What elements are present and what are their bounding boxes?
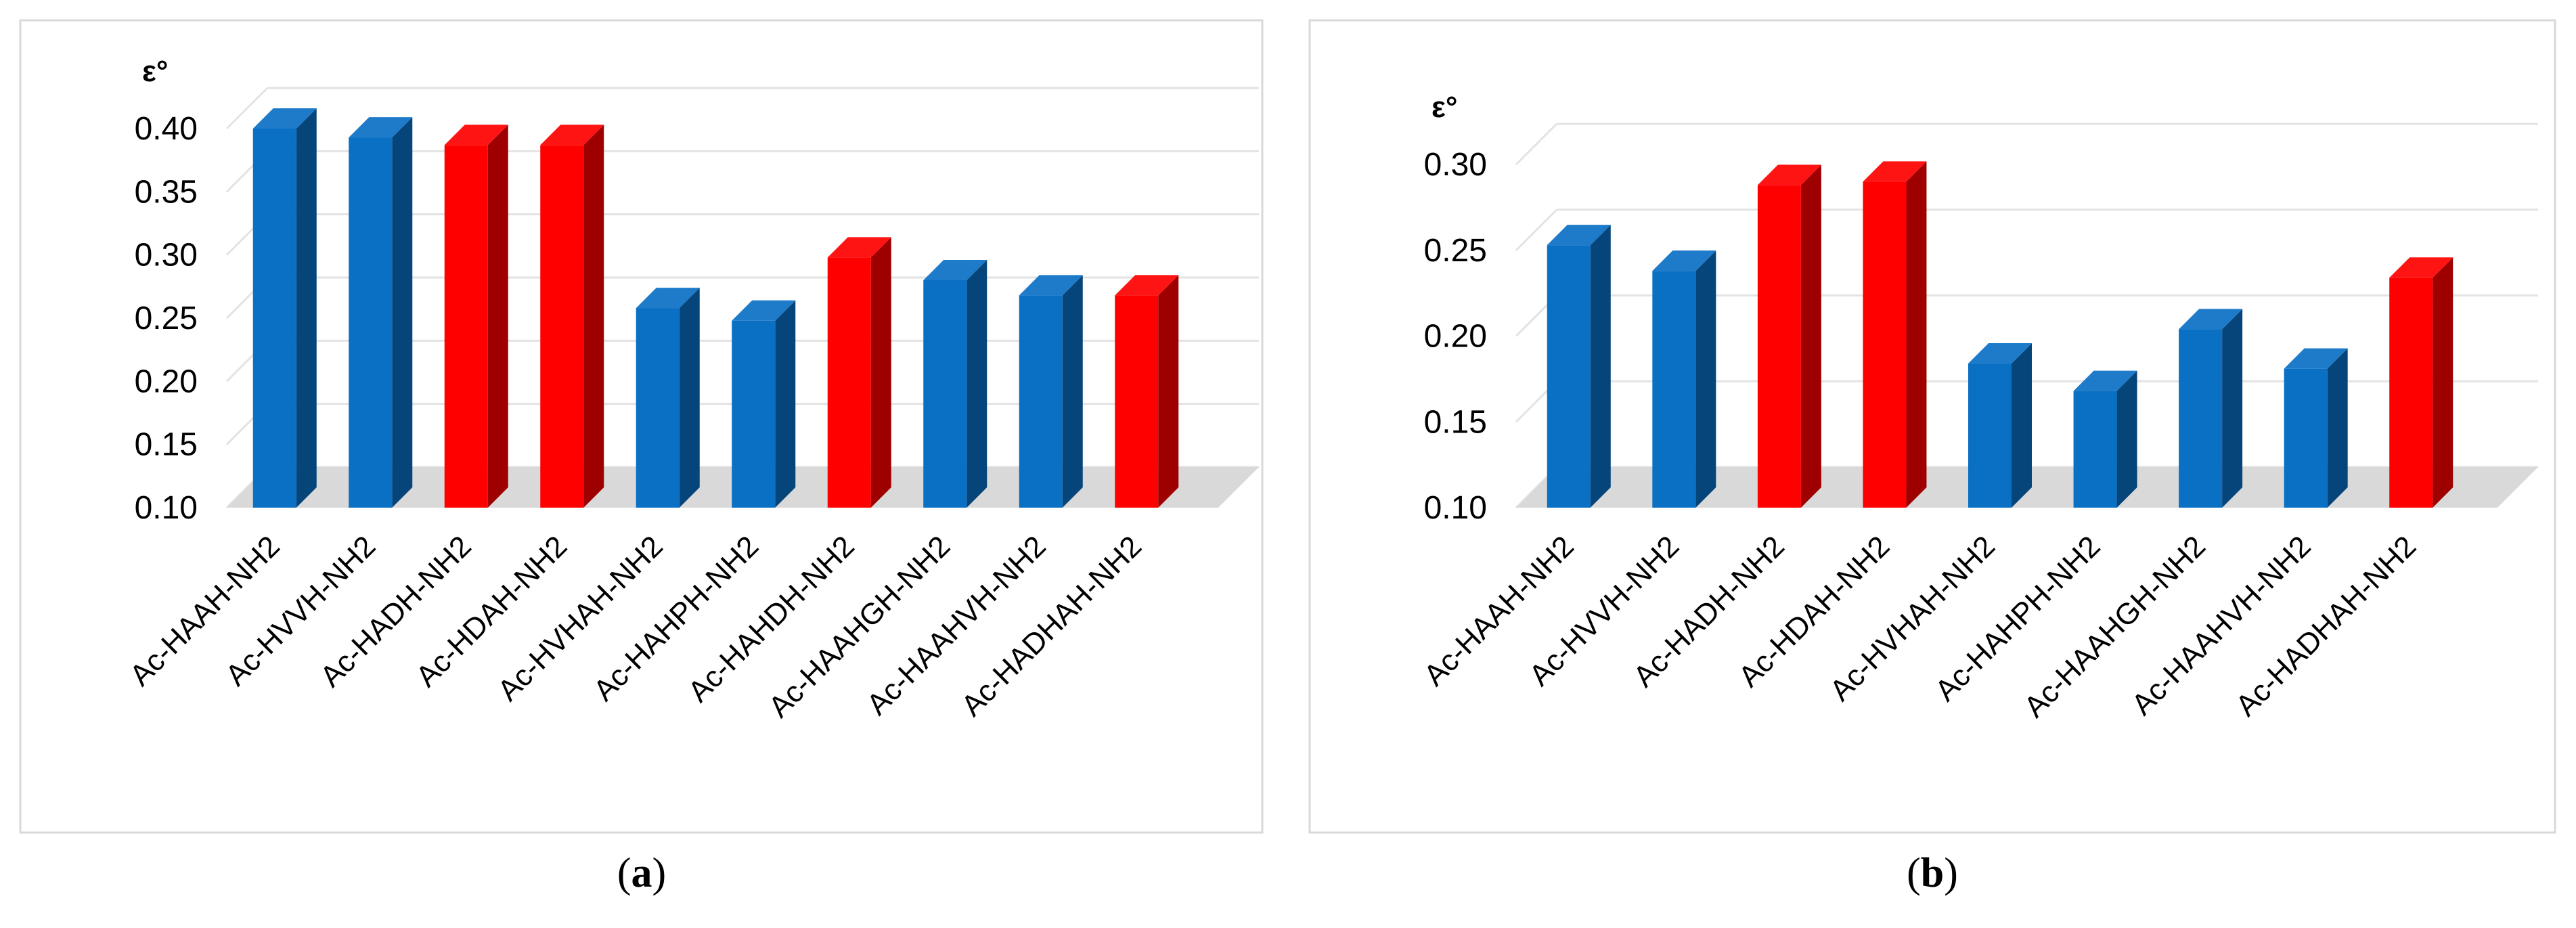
- gridline-side: [1515, 123, 1558, 166]
- bar-side: [1062, 275, 1083, 508]
- y-tick-label: 0.30: [1424, 147, 1487, 183]
- bar-front: [444, 145, 488, 508]
- bar-front: [2284, 368, 2328, 508]
- y-tick-label: 0.15: [1424, 404, 1487, 440]
- bar-8: [2284, 348, 2348, 508]
- bar-4: [540, 125, 604, 508]
- bar-side: [1906, 161, 1927, 508]
- bar-front: [1547, 245, 1591, 508]
- y-tick-label: 0.40: [135, 111, 198, 147]
- bar-9: [1019, 275, 1083, 508]
- y-tick-label: 0.10: [1424, 490, 1487, 526]
- bar-5: [636, 288, 700, 508]
- bar-top: [1652, 250, 1716, 271]
- bar-front: [827, 257, 871, 508]
- bar-front: [349, 137, 393, 508]
- bar-top: [349, 117, 413, 138]
- panel-caption: (b): [1907, 850, 1958, 896]
- bar-top: [636, 288, 700, 309]
- bar-9: [2389, 257, 2453, 508]
- bar-front: [1019, 295, 1063, 508]
- bar-1: [1547, 225, 1611, 508]
- bar-8: [923, 260, 987, 508]
- y-axis-title: ε°: [1431, 91, 1457, 124]
- bar-side: [2327, 348, 2348, 508]
- bar-front: [1757, 185, 1801, 508]
- bar-side: [392, 117, 413, 508]
- bar-front: [540, 145, 584, 508]
- bar-6: [2073, 370, 2137, 508]
- chart-frame: [1308, 19, 2556, 834]
- bar-top: [1019, 275, 1083, 296]
- bar-1: [252, 108, 317, 508]
- bar-front: [2073, 391, 2117, 508]
- bar-front: [1968, 363, 2012, 508]
- y-tick-label: 0.35: [135, 174, 198, 210]
- bar-side: [679, 288, 700, 508]
- bar-top: [1547, 225, 1611, 246]
- gridline-side: [225, 87, 269, 130]
- bar-top: [827, 237, 891, 258]
- bar-front: [2389, 278, 2433, 508]
- bar-3: [1757, 164, 1821, 508]
- bar-front: [1863, 181, 1907, 508]
- bar-side: [583, 125, 604, 508]
- bar-side: [1695, 250, 1716, 508]
- bar-top: [923, 260, 987, 280]
- bar-top: [2284, 348, 2348, 369]
- y-tick-label: 0.20: [135, 363, 198, 399]
- y-tick-label: 0.25: [135, 301, 198, 336]
- bar-side: [775, 300, 796, 508]
- bar-side: [870, 237, 891, 508]
- bar-2: [349, 117, 413, 508]
- y-tick-label: 0.20: [1424, 319, 1487, 355]
- bar-top: [2389, 257, 2453, 278]
- bar-side: [1158, 275, 1179, 508]
- bar-front: [1115, 295, 1159, 508]
- bar-front: [732, 320, 776, 508]
- bar-side: [2012, 343, 2032, 508]
- bar-7: [2179, 309, 2243, 508]
- bar-front: [636, 308, 680, 508]
- bar-2: [1652, 250, 1716, 508]
- y-axis-title: ε°: [142, 55, 168, 88]
- y-tick-label: 0.30: [135, 238, 198, 273]
- bar-side: [296, 108, 317, 508]
- bar-top: [1863, 161, 1927, 182]
- bar-side: [2116, 370, 2137, 508]
- gridline-side: [1515, 208, 1558, 251]
- bar-front: [2179, 329, 2223, 508]
- bar-top: [2179, 309, 2243, 330]
- y-tick-label: 0.25: [1424, 233, 1487, 269]
- bar-4: [1863, 161, 1927, 508]
- bar-5: [1968, 343, 2032, 508]
- bar-top: [1968, 343, 2032, 364]
- y-tick-label: 0.10: [135, 490, 198, 526]
- bar-front: [1652, 271, 1696, 508]
- bar-side: [487, 125, 508, 508]
- bar-front: [923, 280, 967, 508]
- bar-10: [1115, 275, 1179, 508]
- y-tick-label: 0.15: [135, 427, 198, 463]
- bar-top: [2073, 370, 2137, 391]
- bar-top: [1757, 164, 1821, 185]
- bar-3: [444, 125, 508, 508]
- bar-front: [252, 129, 296, 508]
- bar-7: [827, 237, 891, 508]
- chart-panel-b: 0.100.150.200.250.30ε°Ac-HAAH-NH2Ac-HVVH…: [1308, 19, 2556, 896]
- bar-side: [2222, 309, 2243, 508]
- bar-top: [252, 108, 317, 129]
- bar-side: [1800, 164, 1821, 508]
- panel-caption: (a): [617, 850, 666, 896]
- bar-top: [540, 125, 604, 146]
- bar-6: [732, 300, 796, 508]
- bar-top: [444, 125, 508, 146]
- bar-side: [2433, 257, 2453, 508]
- bar-side: [1590, 225, 1611, 508]
- chart-panel-a: 0.100.150.200.250.300.350.40ε°Ac-HAAH-NH…: [19, 19, 1264, 896]
- bar-top: [732, 300, 796, 321]
- bar-side: [967, 260, 987, 508]
- bar-top: [1115, 275, 1179, 296]
